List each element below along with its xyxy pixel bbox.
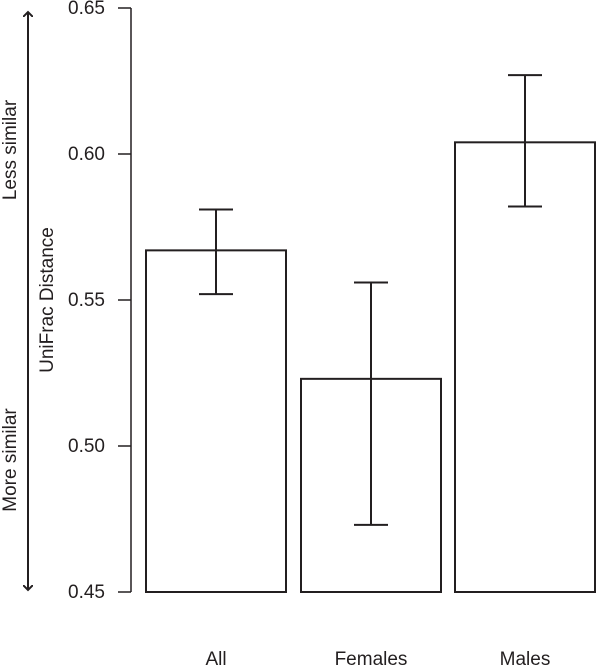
y-tick-label: 0.45	[68, 582, 105, 603]
y-tick-label: 0.55	[68, 290, 105, 311]
y-tick-label: 0.50	[68, 436, 105, 457]
bar-males	[454, 141, 596, 593]
more-similar-label: More similar	[0, 408, 21, 512]
x-axis-tick-labels: All Females Males	[205, 649, 550, 667]
y-tick-label: 0.60	[68, 144, 105, 165]
error-bar-females	[354, 281, 388, 526]
y-axis-ticks: 0.45 0.50 0.55 0.60 0.65	[68, 0, 131, 603]
y-tick-label: 0.65	[68, 0, 105, 19]
y-axis-label: UniFrac Distance	[37, 227, 58, 373]
error-bars	[199, 74, 542, 526]
x-tick-label: Females	[335, 649, 408, 667]
less-similar-label: Less similar	[0, 99, 21, 200]
bar-all	[145, 249, 287, 594]
x-tick-label: All	[205, 649, 226, 667]
x-tick-label: Males	[500, 649, 551, 667]
error-bar-all	[199, 208, 233, 296]
error-bar-males	[508, 74, 542, 208]
